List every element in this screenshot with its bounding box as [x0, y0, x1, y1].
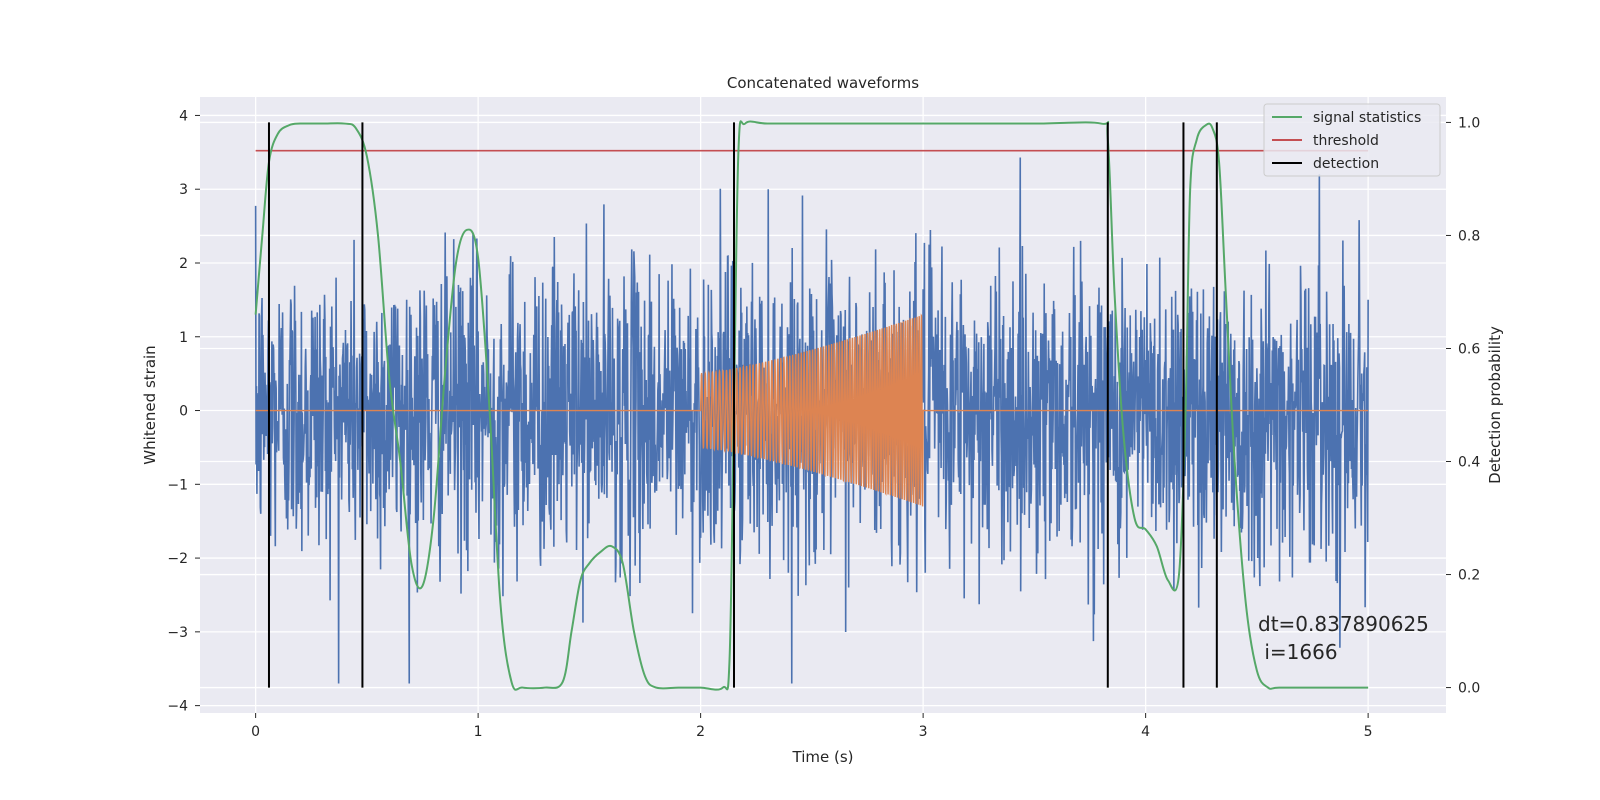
annotation-index: i=1666	[1258, 640, 1338, 664]
y2-tick-label: 0.6	[1458, 341, 1480, 357]
y-tick-label: 1	[179, 330, 188, 346]
y2-tick-label: 0.2	[1458, 568, 1480, 584]
y2-tick-label: 1.0	[1458, 115, 1480, 131]
y-tick-label: 0	[179, 404, 188, 420]
template-series	[255, 313, 1369, 507]
signal-statistics-line	[254, 120, 1369, 691]
y-tick-label: −2	[167, 551, 188, 567]
x-tick-label: 4	[1141, 724, 1150, 740]
y-tick-label: −4	[167, 699, 188, 715]
x-tick-label: 5	[1364, 724, 1373, 740]
y2-tick-label: 0.8	[1458, 228, 1480, 244]
legend-label-threshold: threshold	[1313, 133, 1379, 149]
y2-tick-label: 0.0	[1458, 681, 1480, 697]
legend: signal statistics threshold detection	[1263, 103, 1441, 177]
y-tick-label: −3	[167, 625, 188, 641]
y-tick-label: 4	[179, 108, 188, 124]
detection-series	[267, 122, 1218, 688]
annotation-dt: dt=0.837890625	[1258, 612, 1429, 636]
x-tick-label: 3	[919, 724, 928, 740]
y2-axis-label: Detection probability	[1486, 326, 1504, 484]
y-tick-label: −1	[167, 477, 188, 493]
legend-label-signal-statistics: signal statistics	[1313, 110, 1421, 126]
x-tick-label: 2	[696, 724, 705, 740]
x-tick-label: 0	[251, 724, 260, 740]
axis-ticks: 0 1 2 3 4 5 −4 −3 −2 −1 0 1 2 3 4 0.0 0.2 0.4 0.6 0.8 1.0	[167, 108, 1480, 740]
legend-label-detection: detection	[1313, 156, 1379, 172]
chart-title: Concatenated waveforms	[727, 74, 919, 92]
y2-tick-label: 0.4	[1458, 455, 1480, 471]
legend-box	[1263, 103, 1441, 177]
template-line	[255, 313, 1369, 507]
x-axis-label: Time (s)	[792, 748, 854, 766]
x-tick-label: 1	[474, 724, 483, 740]
y-axis-label: Whitened strain	[141, 345, 159, 464]
y-tick-label: 2	[179, 256, 188, 272]
y-tick-label: 3	[179, 182, 188, 198]
signal-statistics-series	[254, 120, 1369, 691]
